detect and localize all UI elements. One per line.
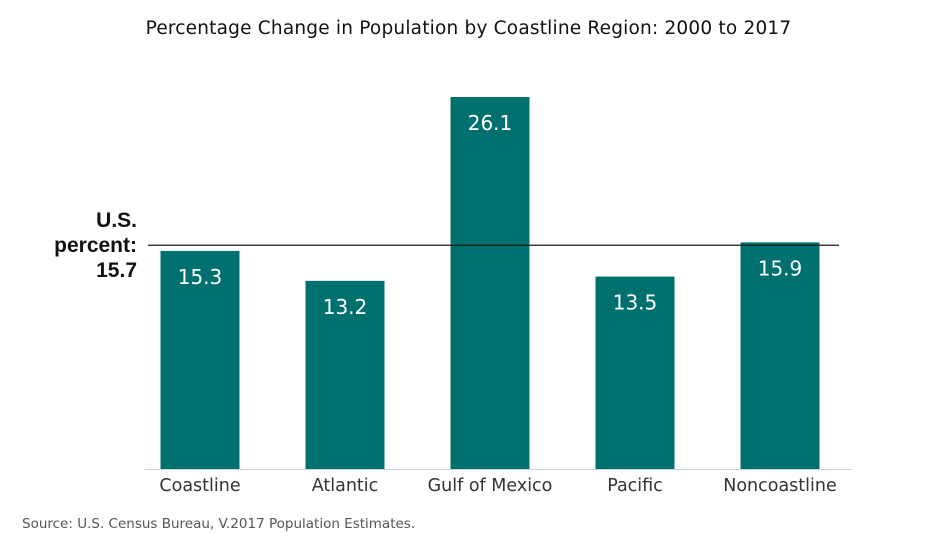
data-label-coastline: 15.3 xyxy=(178,265,223,289)
bar-pacific xyxy=(595,276,675,469)
bar-coastline xyxy=(160,250,240,469)
category-label-gulf-of-mexico: Gulf of Mexico xyxy=(428,476,553,496)
chart-title: Percentage Change in Population by Coast… xyxy=(145,18,792,39)
reference-label-line: U.S. xyxy=(96,209,137,232)
source-note: Source: U.S. Census Bureau, V.2017 Popul… xyxy=(22,516,416,532)
category-label-atlantic: Atlantic xyxy=(312,476,379,496)
bar-atlantic xyxy=(305,280,385,469)
data-label-pacific: 13.5 xyxy=(613,291,658,315)
reference-line-label: U.S.percent:15.7 xyxy=(54,209,137,282)
category-label-pacific: Pacific xyxy=(607,476,663,496)
bar-gulf-of-mexico xyxy=(450,97,530,469)
reference-label-line: percent: xyxy=(54,234,137,257)
data-label-noncoastline: 15.9 xyxy=(758,256,803,280)
category-label-coastline: Coastline xyxy=(159,476,240,496)
bars-layer xyxy=(160,97,820,469)
data-label-atlantic: 13.2 xyxy=(323,295,368,319)
data-label-gulf-of-mexico: 26.1 xyxy=(468,111,513,135)
labels-layer: 15.3 Coastline 13.2 Atlantic 26.1 Gulf of Mex… xyxy=(159,111,836,496)
bar-noncoastline xyxy=(740,242,820,469)
reference-label-line: 15.7 xyxy=(96,259,137,282)
category-label-noncoastline: Noncoastline xyxy=(723,476,837,496)
